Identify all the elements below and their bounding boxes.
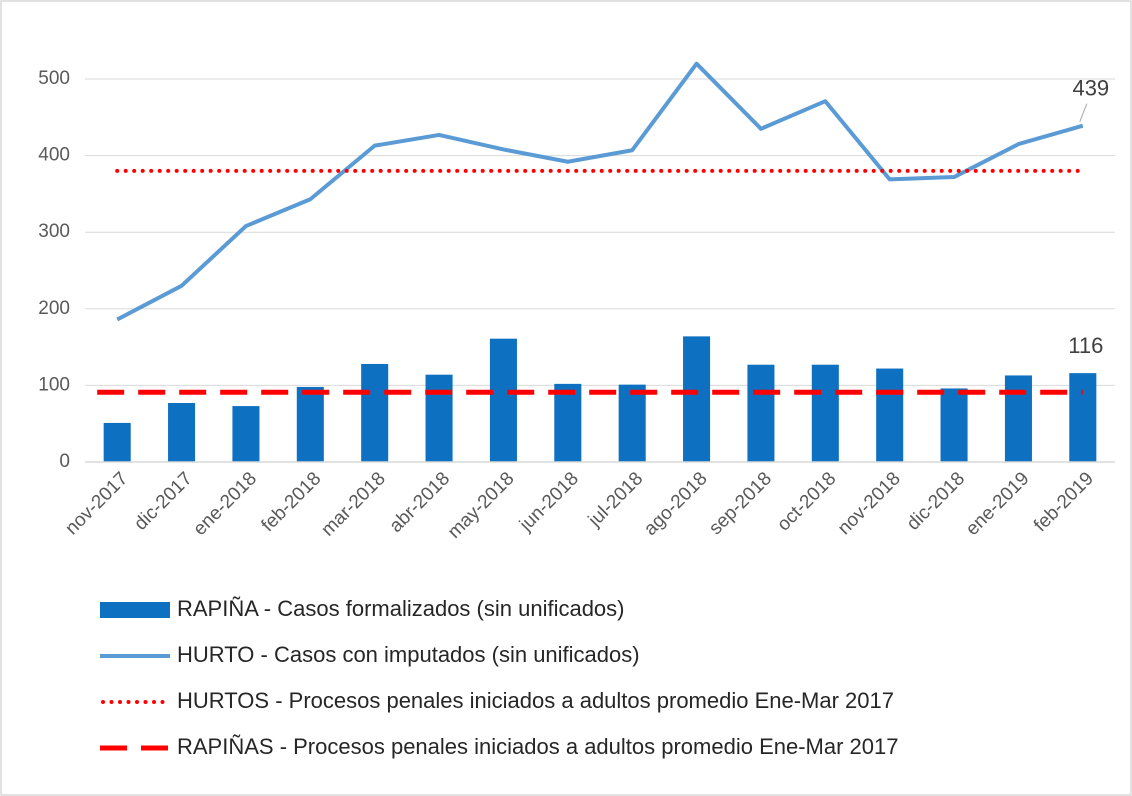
line [116,61,1084,322]
bar [168,403,196,462]
data-label: 116 [1068,333,1103,358]
y-tick-label: 300 [38,221,70,242]
y-tick-label: 500 [38,68,70,89]
bar [1004,375,1032,462]
legend-swatch [100,602,170,618]
bar [489,338,517,462]
legend-label: RAPIÑAS - Procesos penales iniciados a a… [177,734,899,759]
bar [940,388,968,462]
legend-label: HURTO - Casos con imputados (sin unifica… [177,642,640,667]
bar [811,364,839,462]
data-label: 439 [1072,76,1109,101]
y-tick-label: 100 [38,374,70,395]
y-tick-label: 400 [38,145,70,166]
bar [103,422,131,462]
legend-label: HURTOS - Procesos penales iniciados a ad… [177,688,894,713]
legend-label: RAPIÑA - Casos formalizados (sin unifica… [177,596,625,621]
bar [425,374,453,462]
y-tick-label: 200 [38,298,70,319]
bar [361,363,389,462]
leader-line [1079,103,1088,122]
bar [232,406,260,462]
bar [747,364,775,462]
y-tick-label: 0 [59,451,70,472]
bar [618,384,646,462]
bar [876,368,904,462]
bar [554,383,582,462]
bar [683,336,711,462]
bar [296,386,324,462]
bar [1069,373,1097,462]
